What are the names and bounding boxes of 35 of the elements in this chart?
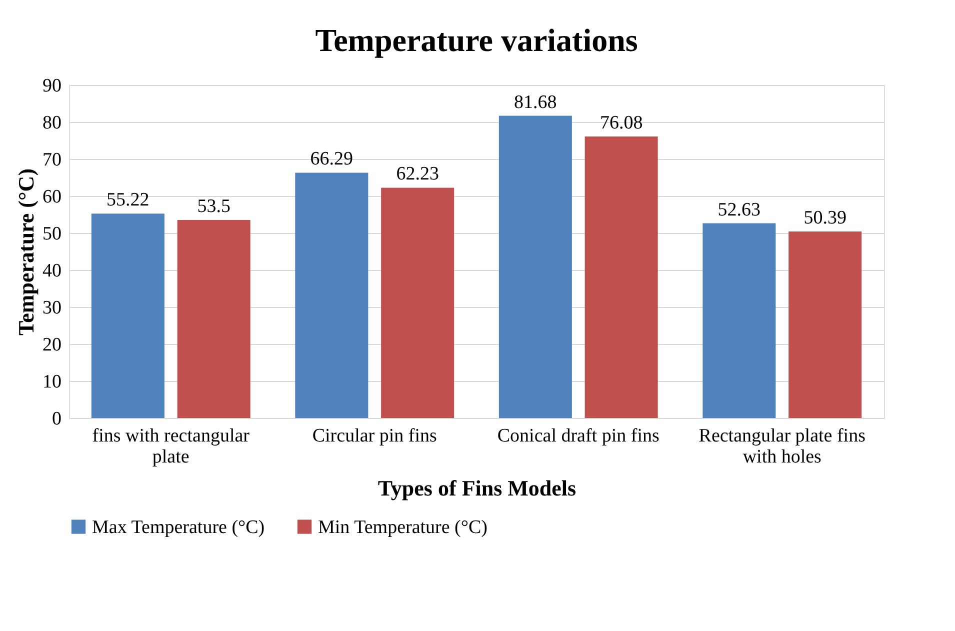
y-tick-label: 0 <box>52 408 62 430</box>
bar <box>381 188 454 418</box>
data-label: 81.68 <box>514 92 557 113</box>
data-label: 76.08 <box>600 112 643 134</box>
bar <box>788 232 862 418</box>
y-tick-label: 70 <box>42 150 62 170</box>
data-label: 62.23 <box>396 164 439 185</box>
x-tick-label: Circular pin fins <box>312 426 437 446</box>
bar <box>177 220 250 418</box>
data-label: 52.63 <box>718 199 761 220</box>
bar <box>91 214 164 418</box>
x-tick-label: Rectangular plate fins with holes <box>698 426 866 468</box>
y-tick-label: 80 <box>42 112 62 134</box>
x-tick-label: Conical draft pin fins <box>497 426 660 446</box>
bar <box>498 116 572 418</box>
y-tick-label: 40 <box>42 260 62 282</box>
chart-title: Temperature variations <box>315 22 638 58</box>
bar <box>584 136 658 418</box>
data-label: 50.39 <box>804 208 846 229</box>
x-tick-label: fins with rectangular plate <box>92 426 250 468</box>
y-tick-label: 30 <box>42 298 62 318</box>
bar <box>295 172 368 418</box>
y-axis-title: Temperature (°C) <box>14 168 38 336</box>
y-tick-label: 20 <box>42 334 62 356</box>
x-axis-title: Types of Fins Models <box>378 476 577 500</box>
data-label: 55.22 <box>106 190 150 211</box>
y-tick-label: 50 <box>42 224 62 244</box>
y-tick-label: 60 <box>42 186 62 208</box>
legend-label: Min Temperature (°C) <box>318 516 488 538</box>
data-label: 53.5 <box>197 196 230 218</box>
y-tick-label: 10 <box>42 372 62 392</box>
bar <box>702 223 776 418</box>
data-label: 66.29 <box>310 148 354 170</box>
y-tick-label: 90 <box>42 76 62 96</box>
legend-label: Max Temperature (°C) <box>92 516 265 538</box>
